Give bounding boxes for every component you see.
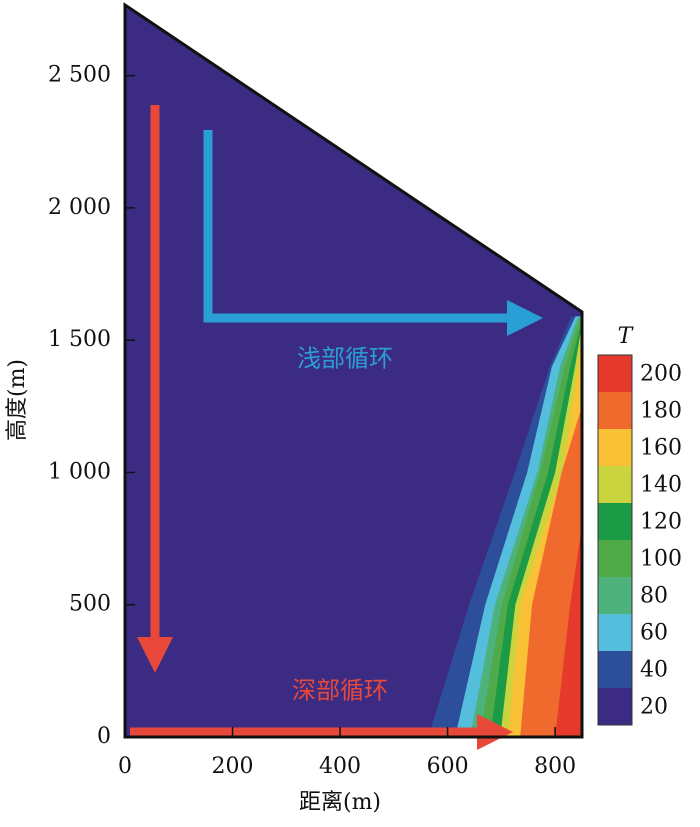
- x-tick-label: 600: [427, 754, 469, 779]
- contour-region: [125, 5, 582, 737]
- x-tick-label: 800: [534, 754, 576, 779]
- colorbar-title: T: [618, 324, 635, 349]
- annotation: 深部循环: [292, 677, 388, 705]
- y-tick-label: 2 000: [48, 195, 111, 220]
- colorbar-swatch: [598, 614, 632, 651]
- colorbar-swatch: [598, 577, 632, 614]
- x-tick-label: 0: [118, 754, 132, 779]
- colorbar-swatch: [598, 355, 632, 392]
- colorbar-swatch: [598, 540, 632, 577]
- y-tick-label: 500: [69, 592, 111, 617]
- colorbar-swatch: [598, 688, 632, 725]
- colorbar-label: 100: [640, 547, 682, 572]
- y-tick-label: 1 500: [48, 327, 111, 352]
- y-tick-label: 2 500: [48, 63, 111, 88]
- colorbar-swatch: [598, 466, 632, 503]
- colorbar-swatch: [598, 429, 632, 466]
- colorbar-frame: [597, 354, 633, 726]
- colorbar-label: 120: [640, 510, 682, 535]
- colorbar-label: 160: [640, 436, 682, 461]
- colorbar-label: 180: [640, 399, 682, 424]
- colorbar-swatch: [598, 651, 632, 688]
- annotation: 浅部循环: [297, 345, 393, 373]
- contour-fill: [125, 5, 582, 737]
- colorbar-label: 200: [640, 362, 682, 387]
- y-tick-label: 0: [97, 724, 111, 749]
- colorbar-label: 60: [640, 621, 668, 646]
- contour-region: [555, 525, 582, 737]
- colorbar-swatch: [598, 503, 632, 540]
- colorbar-label: 140: [640, 473, 682, 498]
- arrow: [203, 130, 543, 336]
- x-axis-title: 距离(m): [299, 790, 381, 815]
- x-tick-label: 200: [212, 754, 254, 779]
- y-tick-label: 1 000: [48, 459, 111, 484]
- colorbar-label: 80: [640, 584, 668, 609]
- colorbar-label: 20: [640, 695, 668, 720]
- y-axis-title: 高度(m): [5, 359, 30, 441]
- colorbar-swatch: [598, 392, 632, 429]
- colorbar-label: 40: [640, 658, 668, 683]
- x-tick-label: 400: [319, 754, 361, 779]
